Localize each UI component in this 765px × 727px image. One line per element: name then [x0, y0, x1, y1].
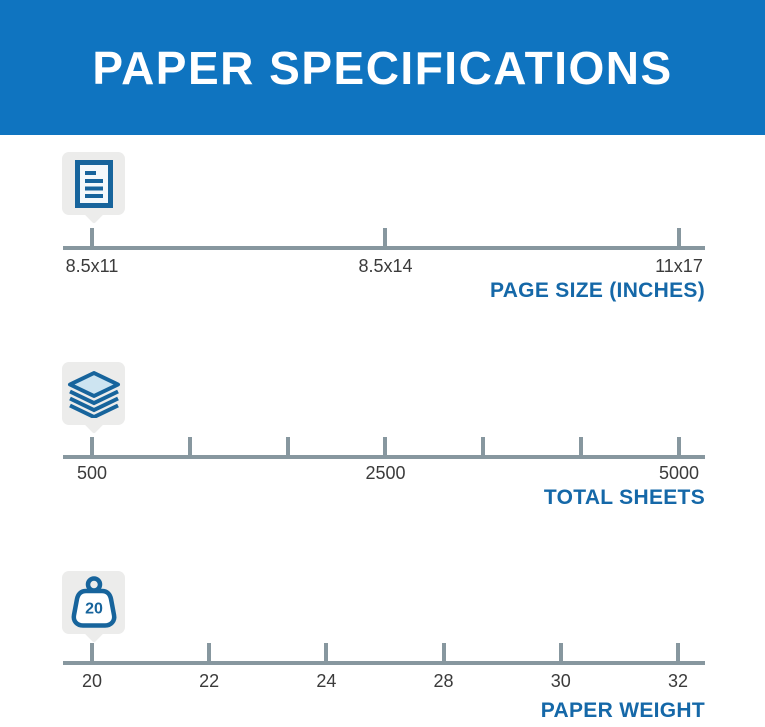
- paper-weight-marker-badge: 20: [62, 571, 125, 634]
- paper-stack-icon: [67, 370, 120, 418]
- page-size-tick-labels: 8.5x11 8.5x14 11x17: [63, 256, 705, 280]
- tick-mark: [90, 437, 95, 459]
- document-icon: [74, 159, 113, 208]
- total-sheets-marker-badge: [62, 362, 125, 425]
- tick-label: 500: [76, 463, 108, 483]
- tick-mark: [207, 643, 212, 665]
- page-size-marker-badge: [62, 152, 125, 215]
- total-sheets-scale: [63, 437, 705, 459]
- weight-badge-value: 20: [85, 600, 103, 617]
- page-size-title: PAGE SIZE (INCHES): [489, 279, 705, 302]
- total-sheets-title: TOTAL SHEETS: [543, 486, 705, 509]
- tick-label: 32: [667, 671, 688, 691]
- tick-mark: [383, 437, 388, 459]
- tick-mark: [676, 437, 681, 459]
- tick-label: 20: [82, 671, 103, 691]
- tick-mark: [481, 437, 486, 459]
- paper-weight-title: PAPER WEIGHT: [540, 699, 705, 722]
- tick-mark: [285, 437, 290, 459]
- tick-label: 5000: [658, 463, 700, 483]
- tick-label: 8.5x14: [358, 256, 413, 276]
- tick-label: 30: [550, 671, 571, 691]
- tick-label: 11x17: [655, 256, 703, 276]
- tick-mark: [579, 437, 584, 459]
- tick-mark: [324, 643, 329, 665]
- scale-line: [63, 661, 705, 665]
- weight-icon: 20: [71, 575, 116, 628]
- tick-mark: [558, 643, 563, 665]
- total-sheets-tick-labels: 500 2500 5000: [63, 463, 705, 487]
- tick-mark: [383, 228, 388, 250]
- tick-mark: [90, 643, 95, 665]
- page-size-scale: [63, 228, 705, 250]
- tick-mark: [675, 643, 680, 665]
- tick-label: 2500: [365, 463, 406, 483]
- tick-label: 22: [199, 671, 220, 691]
- paper-weight-scale: [63, 643, 705, 665]
- tick-mark: [90, 228, 95, 250]
- tick-mark: [676, 228, 681, 250]
- tick-mark: [441, 643, 446, 665]
- tick-label: 28: [433, 671, 454, 691]
- tick-label: 8.5x11: [65, 256, 119, 276]
- page-title: PAPER SPECIFICATIONS: [92, 41, 673, 94]
- tick-mark: [187, 437, 192, 459]
- tick-label: 24: [316, 671, 337, 691]
- header-banner: PAPER SPECIFICATIONS: [0, 0, 765, 135]
- paper-weight-tick-labels: 20 22 24 28 30 32: [63, 671, 705, 695]
